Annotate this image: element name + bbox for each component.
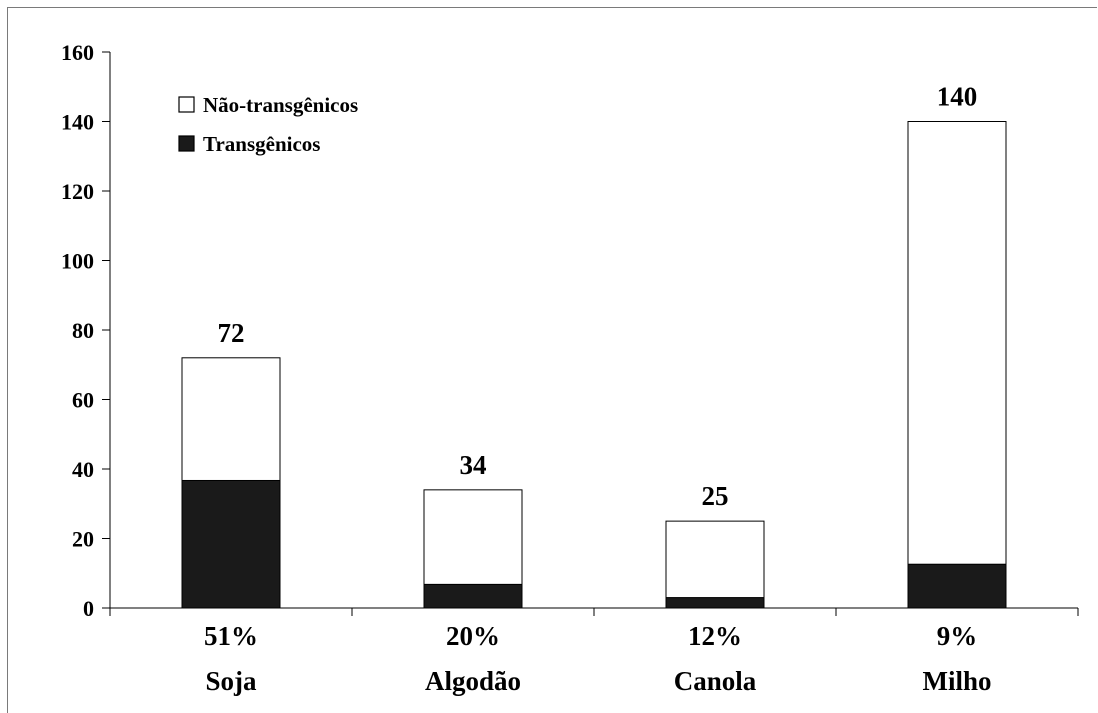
x-category-label: Soja xyxy=(205,666,257,696)
bar-total-label: 34 xyxy=(460,450,487,480)
y-tick-label: 100 xyxy=(61,249,94,274)
y-tick-label: 60 xyxy=(72,388,94,413)
bar-algodão-nao-transgenicos xyxy=(423,489,523,585)
x-percent-label: 9% xyxy=(937,621,978,651)
x-category-label: Canola xyxy=(674,666,757,696)
bar-total-label: 25 xyxy=(702,481,729,511)
bar-milho-transgenicos xyxy=(907,563,1007,609)
bar-soja-nao-transgenicos xyxy=(181,357,281,481)
y-tick-label: 0 xyxy=(83,596,94,621)
bar-soja-transgenicos xyxy=(181,479,281,609)
y-tick-label: 40 xyxy=(72,457,94,482)
y-tick-label: 160 xyxy=(61,40,94,65)
y-tick-label: 80 xyxy=(72,318,94,343)
y-tick-label: 140 xyxy=(61,110,94,135)
y-tick-label: 120 xyxy=(61,179,94,204)
x-category-label: Algodão xyxy=(425,666,521,696)
bar-canola-nao-transgenicos xyxy=(665,520,765,599)
legend: Não-transgênicos Transgênicos xyxy=(178,93,358,156)
bars xyxy=(181,121,1007,609)
bar-total-label: 72 xyxy=(218,318,245,348)
x-category-label: Milho xyxy=(922,666,991,696)
bar-algodão-transgenicos xyxy=(423,583,523,609)
bar-canola-transgenicos xyxy=(665,597,765,609)
legend-swatch-nao-transgenicos xyxy=(178,96,195,113)
y-tick-label: 20 xyxy=(72,527,94,552)
bar-milho-nao-transgenicos xyxy=(907,121,1007,565)
legend-label-transgenicos: Transgênicos xyxy=(203,132,320,156)
labels: 72 51% Soja 34 20% Algodão 25 12% Canola 140 9% Mil… xyxy=(204,82,992,697)
x-percent-label: 20% xyxy=(446,621,500,651)
x-percent-label: 51% xyxy=(204,621,258,651)
bar-total-label: 140 xyxy=(937,82,978,112)
legend-swatch-transgenicos xyxy=(178,135,195,152)
x-percent-label: 12% xyxy=(688,621,742,651)
legend-label-nao-transgenicos: Não-transgênicos xyxy=(203,93,358,117)
